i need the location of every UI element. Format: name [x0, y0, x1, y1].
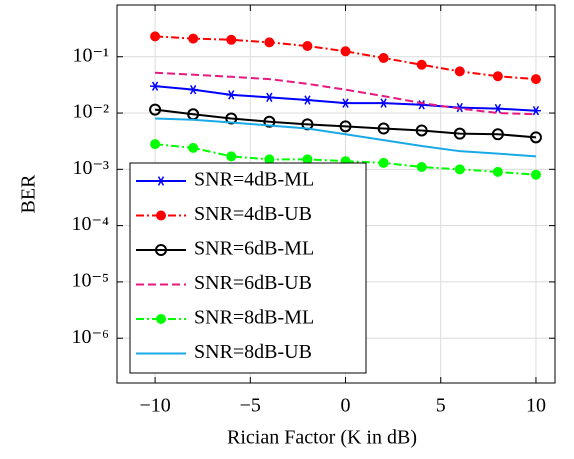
marker-stroke	[157, 176, 165, 186]
marker	[530, 74, 541, 85]
marker	[226, 151, 237, 162]
marker	[529, 131, 542, 144]
marker	[264, 92, 275, 103]
marker	[226, 34, 237, 45]
marker	[416, 161, 427, 172]
marker	[378, 98, 389, 108]
y-tick-label: 10⁻⁶	[71, 326, 109, 348]
marker	[155, 244, 167, 256]
marker	[264, 154, 275, 165]
marker	[302, 41, 313, 52]
marker	[454, 66, 465, 77]
x-tick-label: 5	[436, 395, 446, 417]
legend-label: SNR=6dB-ML	[194, 238, 314, 260]
marker	[263, 115, 276, 128]
legend-label: SNR=6dB-UB	[194, 272, 312, 294]
y-tick-label: 10⁻³	[72, 157, 109, 179]
marker	[492, 71, 503, 82]
marker-stroke	[532, 105, 540, 116]
x-tick-label: −10	[139, 395, 170, 417]
marker-stroke	[304, 95, 311, 105]
marker	[302, 95, 313, 105]
marker	[530, 169, 541, 180]
marker	[530, 105, 541, 116]
marker	[225, 112, 238, 125]
marker	[416, 59, 427, 70]
plot-frame	[116, 4, 556, 384]
legend-label: SNR=8dB-ML	[194, 307, 314, 329]
y-tick-label: 10⁻⁵	[71, 269, 109, 291]
x-tick-label: 0	[341, 395, 351, 417]
y-tick-label: 10⁻⁴	[71, 213, 109, 235]
marker	[302, 154, 313, 165]
x-axis-label: Rician Factor (K in dB)	[227, 427, 417, 449]
marker	[150, 31, 161, 42]
series-line	[155, 117, 537, 158]
marker	[188, 84, 199, 95]
legend-label: SNR=4dB-UB	[194, 203, 312, 225]
marker	[156, 314, 166, 324]
marker	[226, 90, 237, 100]
marker-stroke	[342, 98, 349, 108]
marker	[149, 103, 162, 116]
marker-stroke	[494, 103, 502, 114]
marker	[188, 33, 199, 44]
marker	[454, 164, 465, 175]
marker	[339, 120, 352, 133]
marker	[150, 139, 161, 150]
marker	[492, 103, 503, 114]
marker-stroke	[266, 92, 273, 103]
marker	[340, 46, 351, 57]
marker	[378, 52, 389, 63]
x-tick-label: 10	[526, 395, 546, 417]
marker-stroke	[418, 100, 425, 110]
legend-label: SNR=4dB-ML	[194, 169, 314, 191]
y-axis-label: BER	[18, 174, 40, 214]
y-tick-label: 10⁻¹	[72, 44, 109, 66]
marker	[156, 176, 166, 186]
marker	[150, 81, 161, 91]
marker	[453, 127, 466, 140]
legend-box	[129, 162, 367, 374]
series-line	[155, 71, 536, 116]
marker	[264, 37, 275, 48]
marker-stroke	[190, 84, 197, 95]
marker	[378, 157, 389, 168]
marker	[492, 166, 503, 177]
marker	[340, 98, 351, 108]
marker	[377, 122, 390, 135]
marker	[188, 142, 199, 153]
marker	[415, 124, 428, 137]
series-line	[154, 143, 537, 176]
legend-label: SNR=8dB-UB	[194, 341, 312, 363]
marker-stroke	[151, 81, 159, 91]
x-tick-label: −5	[240, 395, 261, 417]
marker-stroke	[380, 98, 387, 108]
y-tick-label: 10⁻²	[72, 101, 109, 123]
marker	[491, 128, 504, 141]
series-line	[154, 108, 537, 139]
legend: SNR=4dB-ML SNR=4dB-UB SNR=6dB-ML SNR=6dB-UB…	[129, 162, 367, 374]
marker	[156, 210, 166, 221]
marker-stroke	[228, 90, 235, 100]
